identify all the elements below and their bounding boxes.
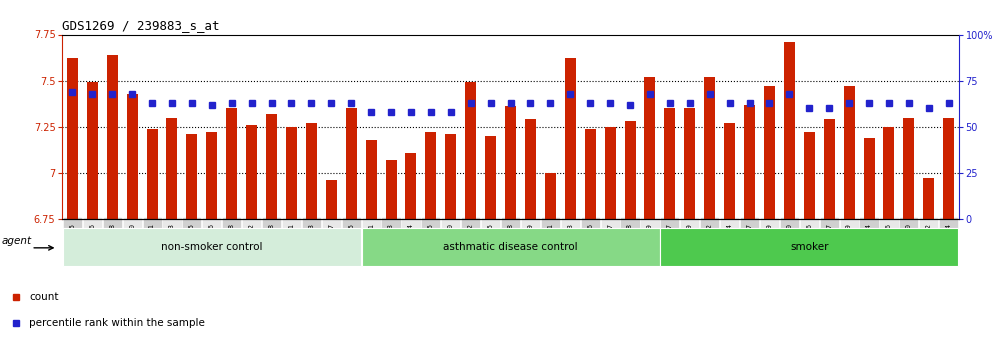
Bar: [665, 108, 676, 219]
Bar: [764, 86, 775, 219]
Bar: [166, 118, 177, 219]
Bar: [864, 138, 874, 219]
Bar: [744, 105, 755, 219]
Bar: [804, 132, 815, 219]
FancyBboxPatch shape: [661, 228, 959, 266]
Bar: [107, 55, 118, 219]
Bar: [923, 178, 934, 219]
Bar: [644, 77, 656, 219]
Bar: [445, 134, 456, 219]
Bar: [66, 59, 78, 219]
Bar: [883, 127, 894, 219]
Bar: [525, 119, 536, 219]
Bar: [246, 125, 257, 219]
Bar: [604, 127, 615, 219]
FancyBboxPatch shape: [362, 228, 660, 266]
Text: smoker: smoker: [790, 242, 829, 252]
Bar: [406, 152, 417, 219]
Bar: [545, 173, 556, 219]
Text: count: count: [29, 292, 58, 302]
Text: non-smoker control: non-smoker control: [161, 242, 263, 252]
Bar: [783, 42, 795, 219]
Bar: [147, 129, 157, 219]
Bar: [227, 108, 238, 219]
Bar: [485, 136, 496, 219]
Bar: [944, 118, 955, 219]
Bar: [844, 86, 855, 219]
Text: percentile rank within the sample: percentile rank within the sample: [29, 318, 205, 328]
Bar: [266, 114, 277, 219]
Bar: [366, 140, 377, 219]
Bar: [386, 160, 397, 219]
Bar: [724, 123, 735, 219]
Bar: [127, 93, 138, 219]
Bar: [326, 180, 336, 219]
Text: asthmatic disease control: asthmatic disease control: [443, 242, 578, 252]
Bar: [624, 121, 635, 219]
Bar: [345, 108, 356, 219]
Text: GDS1269 / 239883_s_at: GDS1269 / 239883_s_at: [62, 19, 220, 32]
Bar: [704, 77, 715, 219]
FancyBboxPatch shape: [62, 228, 361, 266]
Bar: [306, 123, 317, 219]
Bar: [565, 59, 576, 219]
Bar: [87, 82, 98, 219]
Bar: [506, 107, 516, 219]
Bar: [286, 127, 297, 219]
Bar: [186, 134, 197, 219]
Bar: [465, 82, 476, 219]
Bar: [824, 119, 835, 219]
Bar: [206, 132, 218, 219]
Bar: [585, 129, 596, 219]
Text: agent: agent: [1, 236, 31, 246]
Bar: [425, 132, 436, 219]
Bar: [903, 118, 914, 219]
Bar: [685, 108, 695, 219]
